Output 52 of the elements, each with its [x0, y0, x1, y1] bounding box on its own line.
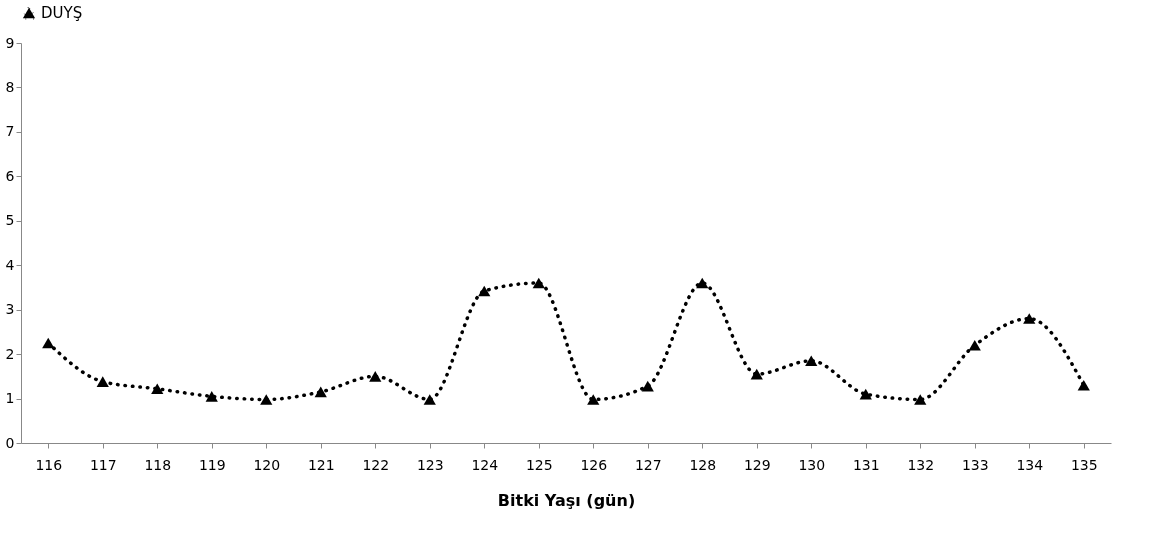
y-tick-label: 9: [5, 34, 15, 51]
point: [859, 388, 872, 400]
x-tick-label: 121: [307, 456, 335, 473]
y-tick-label: 1: [5, 390, 15, 407]
point: [369, 371, 382, 382]
point: [641, 380, 654, 392]
x-tick-label: 119: [198, 456, 226, 473]
point: [750, 368, 763, 380]
y-tick-label: 8: [5, 78, 15, 95]
point: [805, 355, 818, 367]
point: [151, 383, 164, 395]
y-tick-label: 3: [5, 301, 15, 318]
point: [532, 277, 545, 289]
point: [260, 394, 273, 405]
y-tick-label: 7: [5, 123, 15, 140]
y-tick-label: 6: [5, 167, 15, 184]
point: [696, 277, 709, 289]
x-tick-label: 135: [1070, 456, 1098, 473]
point: [42, 337, 55, 349]
point: [96, 376, 109, 387]
point: [423, 394, 436, 405]
x-tick-label: 123: [416, 456, 444, 473]
x-axis-title: Bitki Yaşı (gün): [497, 490, 636, 510]
point: [478, 285, 491, 297]
x-tick-label: 129: [743, 456, 771, 473]
point: [1077, 379, 1090, 391]
x-tick-label: 122: [362, 456, 390, 473]
point: [914, 394, 927, 405]
x-tick-label: 125: [525, 456, 553, 473]
point: [587, 394, 600, 405]
x-tick-label: 127: [634, 456, 662, 473]
point: [314, 386, 327, 398]
x-tick-label: 131: [852, 456, 880, 473]
x-tick-label: 120: [253, 456, 281, 473]
point: [205, 391, 218, 402]
legend-label: DUYŞ: [41, 4, 83, 22]
x-tick-label: 118: [144, 456, 172, 473]
x-tick-label: 128: [689, 456, 717, 473]
y-tick-label: 0: [5, 434, 15, 451]
x-tick-label: 134: [1016, 456, 1044, 473]
x-tick-label: 126: [580, 456, 608, 473]
y-tick-label: 5: [5, 212, 15, 229]
x-tick-label: 116: [35, 456, 63, 473]
x-tick-label: 133: [961, 456, 989, 473]
x-tick-label: 124: [471, 456, 499, 473]
x-tick-label: 117: [89, 456, 117, 473]
point: [968, 339, 981, 351]
point: [1023, 313, 1036, 324]
y-tick-label: 2: [5, 345, 15, 362]
x-tick-label: 132: [907, 456, 935, 473]
x-tick-label: 130: [798, 456, 826, 473]
y-tick-label: 4: [5, 256, 15, 273]
